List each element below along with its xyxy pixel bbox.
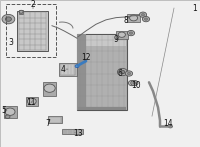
Bar (77, 34, 127, 110)
Bar (60, 64, 75, 75)
Circle shape (44, 84, 55, 92)
Circle shape (117, 68, 127, 76)
Text: 10: 10 (131, 81, 141, 90)
Text: 11: 11 (26, 98, 36, 107)
Bar (19, 10, 23, 14)
Bar (49, 117, 61, 123)
Text: 6: 6 (118, 69, 122, 78)
Text: 3: 3 (9, 38, 13, 47)
Circle shape (168, 125, 172, 128)
Text: 2: 2 (31, 0, 35, 9)
Circle shape (128, 80, 136, 86)
Text: 14: 14 (163, 119, 173, 128)
Text: 7: 7 (46, 119, 50, 128)
Text: 8: 8 (124, 16, 128, 25)
Text: 1: 1 (193, 4, 197, 13)
Bar (17, 11, 48, 51)
Bar (59, 63, 77, 76)
Circle shape (142, 16, 150, 22)
Text: 13: 13 (73, 128, 83, 138)
Circle shape (127, 30, 135, 36)
Bar (116, 31, 128, 39)
Circle shape (19, 10, 23, 13)
Bar (26, 97, 38, 106)
Circle shape (5, 115, 10, 118)
Bar (6, 4, 56, 57)
Bar (78, 35, 126, 46)
Circle shape (144, 18, 148, 20)
Bar (48, 116, 62, 123)
Circle shape (125, 71, 133, 76)
Text: 4: 4 (61, 65, 65, 74)
Circle shape (75, 65, 79, 68)
Circle shape (27, 98, 36, 105)
Bar (4, 106, 17, 118)
Circle shape (127, 72, 131, 75)
Bar (78, 107, 126, 110)
Circle shape (141, 14, 145, 16)
Bar (43, 82, 56, 96)
Bar (77, 34, 86, 110)
Circle shape (131, 80, 138, 86)
Bar (62, 129, 83, 134)
Circle shape (130, 15, 138, 21)
Circle shape (2, 14, 15, 24)
Circle shape (5, 108, 15, 115)
Text: 5: 5 (1, 106, 6, 115)
Text: 9: 9 (114, 35, 118, 44)
Bar (127, 14, 140, 22)
Circle shape (120, 70, 125, 74)
Circle shape (139, 12, 147, 17)
Circle shape (133, 82, 136, 84)
Circle shape (129, 32, 133, 34)
Text: 12: 12 (81, 53, 91, 62)
Circle shape (5, 17, 11, 21)
Circle shape (118, 32, 125, 37)
